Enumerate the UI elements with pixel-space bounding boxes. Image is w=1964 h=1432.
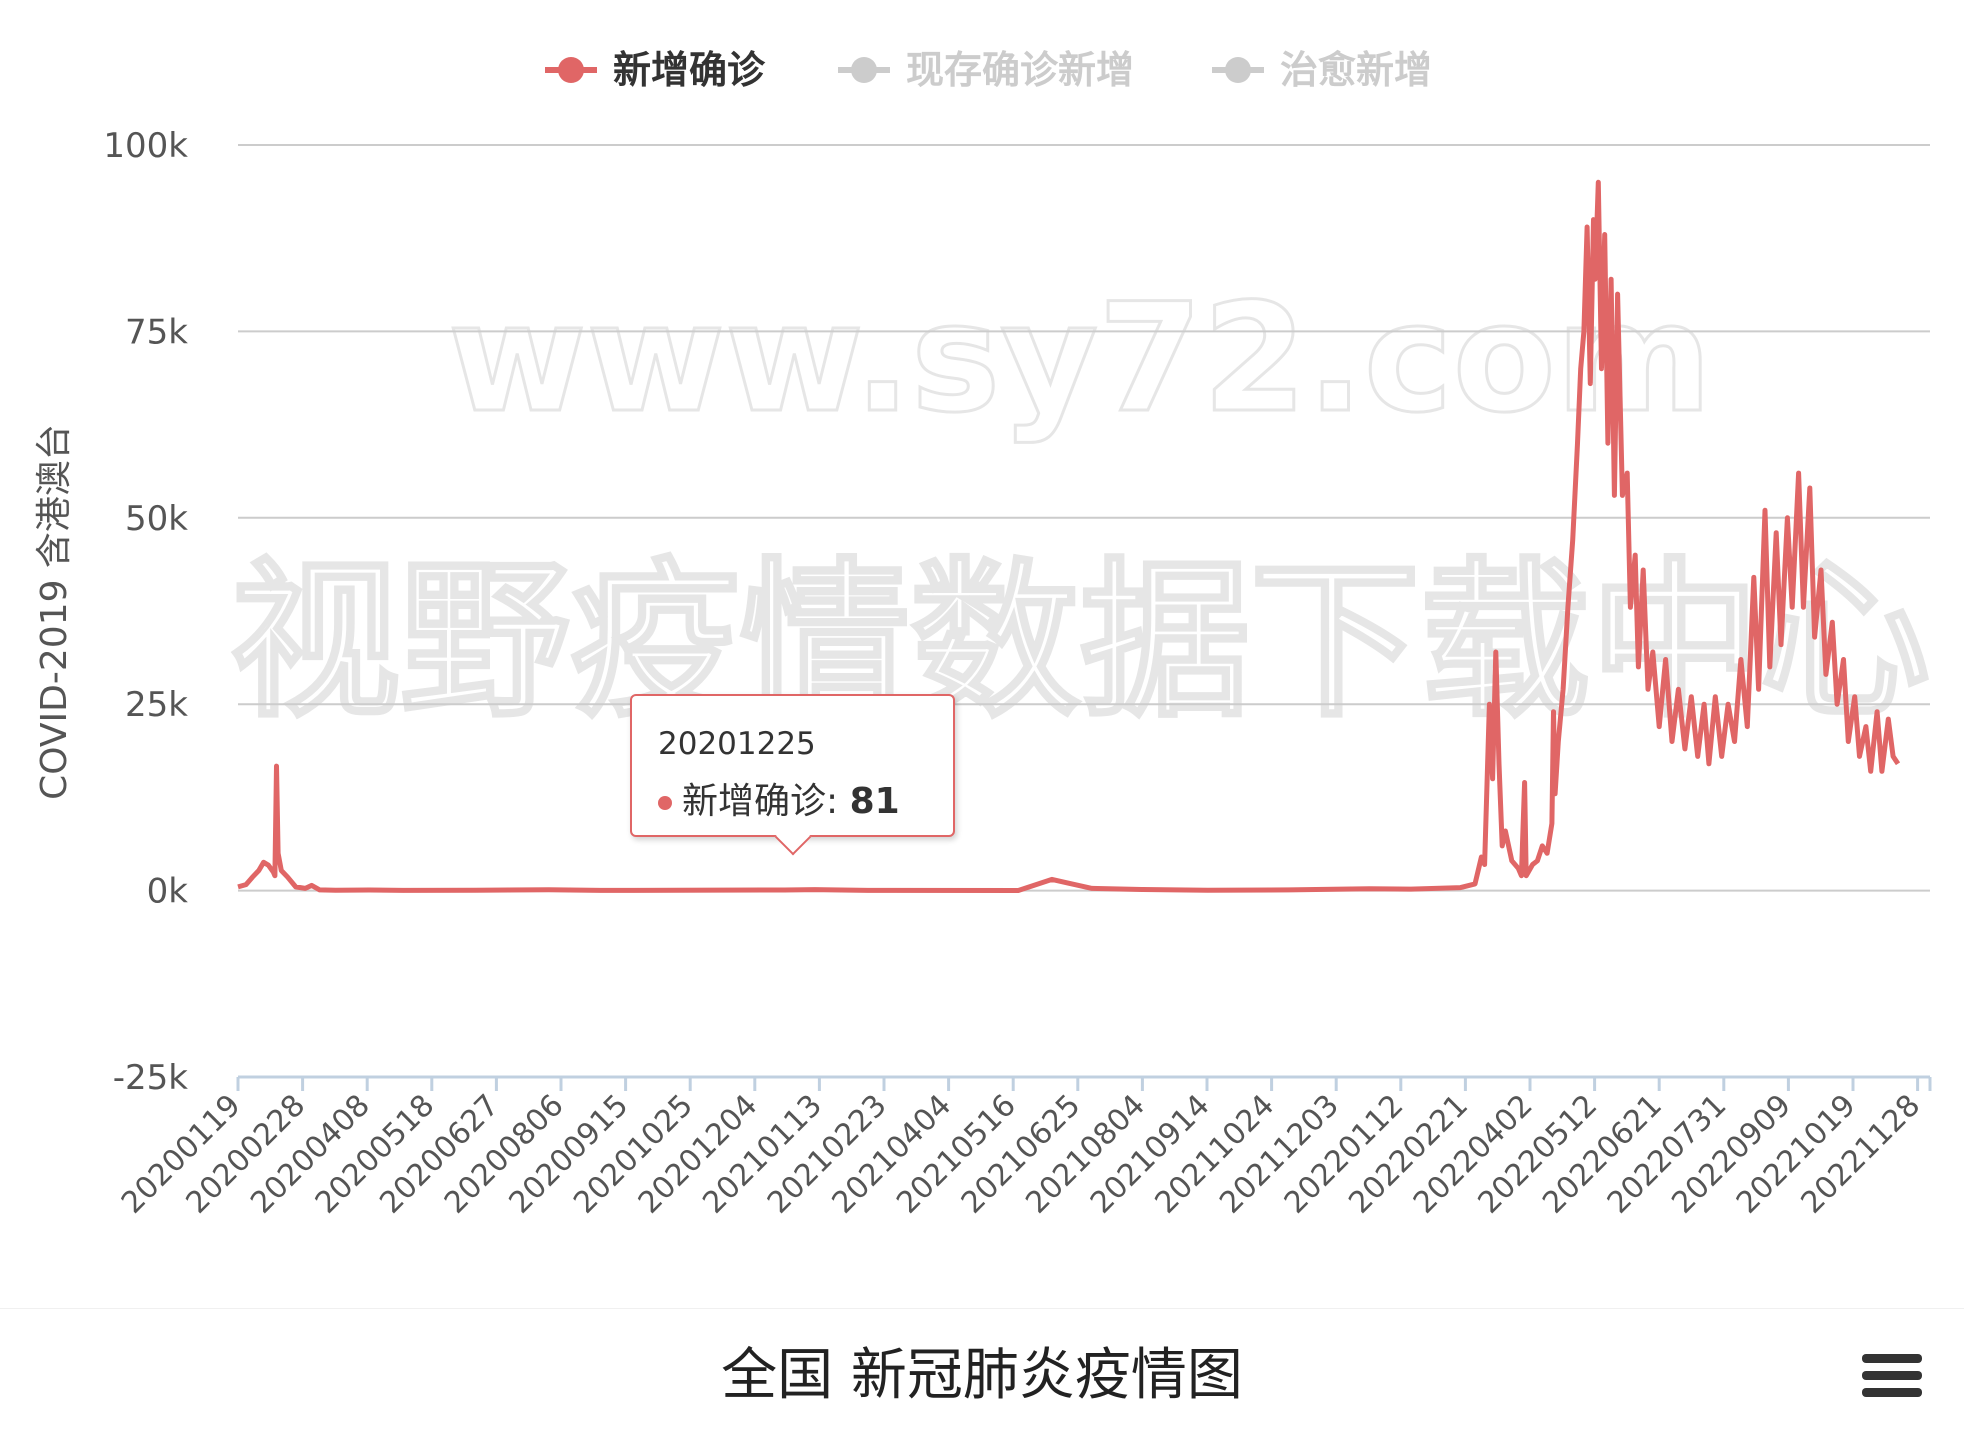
footer-divider [0, 1308, 1964, 1309]
chart-title: 全国 新冠肺炎疫情图 [721, 1343, 1243, 1408]
legend-item-2[interactable]: 治愈新增 [1212, 48, 1432, 92]
y-axis-title: COVID-2019 含港澳台 [34, 424, 75, 800]
legend-label: 现存确诊新增 [906, 48, 1134, 92]
y-tick-label: 75k [125, 312, 188, 352]
x-axis: 2020011920200228202004082020051820200627… [115, 1075, 1932, 1221]
legend-item-1[interactable]: 现存确诊新增 [838, 48, 1134, 92]
legend-marker-icon [558, 57, 584, 83]
y-tick-label: 100k [103, 126, 188, 166]
y-tick-label: 25k [125, 685, 188, 725]
watermark: www.sy72.com 视野疫情数据下载中心 [228, 271, 1931, 743]
y-tick-label: -25k [113, 1058, 189, 1098]
tooltip: 20201225 新增确诊: 81 [630, 694, 955, 856]
tooltip-series-dot-icon [658, 796, 672, 810]
series-layer [237, 179, 1901, 893]
tooltip-date: 20201225 [658, 726, 816, 762]
tooltip-separator: : [826, 781, 839, 822]
tooltip-series-name: 新增确诊 [682, 781, 827, 822]
series-line-0 [237, 179, 1901, 893]
tooltip-row: 新增确诊: 81 [658, 772, 953, 824]
legend-marker-icon [1225, 57, 1251, 83]
watermark-url: www.sy72.com [448, 272, 1712, 446]
legend: 新增确诊 现存确诊新增 治愈新增 [545, 48, 1432, 92]
y-axis: -25k 0k 25k 50k 75k 100k [103, 126, 188, 1098]
hamburger-menu-icon[interactable] [1862, 1354, 1922, 1404]
y-tick-label: 50k [125, 499, 188, 539]
legend-label: 新增确诊 [613, 48, 766, 92]
legend-label: 治愈新增 [1280, 48, 1432, 92]
tooltip-value: 81 [849, 781, 900, 822]
legend-item-0[interactable]: 新增确诊 [545, 48, 766, 92]
y-tick-label: 0k [147, 872, 189, 912]
grid-lines [238, 144, 1930, 892]
legend-marker-icon [851, 57, 877, 83]
